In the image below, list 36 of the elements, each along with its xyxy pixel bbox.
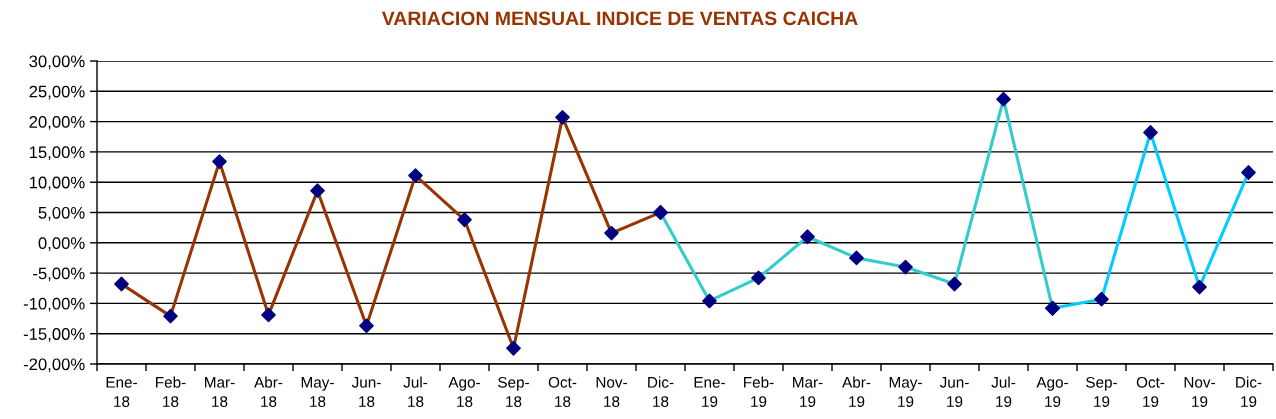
- x-tick-label: Jul- 18: [403, 376, 428, 407]
- y-tick-label: 20,00%: [29, 116, 85, 130]
- y-tick-label: 25,00%: [29, 85, 85, 100]
- x-tick-label: Ago- 19: [1036, 377, 1068, 407]
- y-tick-label: 5,00%: [38, 206, 85, 221]
- x-tick-label: Dic- 19: [1236, 376, 1262, 407]
- x-tick-label: Oct- 19: [1136, 376, 1165, 407]
- x-tick-label: Oct- 18: [548, 376, 577, 407]
- y-tick-label: 10,00%: [29, 176, 85, 191]
- y-tick-label: -5,00%: [33, 267, 85, 282]
- x-tick-label: Mar- 19: [793, 377, 823, 407]
- x-tick-label: May- 18: [301, 377, 334, 407]
- x-tick-label: Abr- 18: [254, 376, 283, 407]
- x-tick-label: Dic- 18: [648, 376, 674, 407]
- x-tick-label: Jun- 19: [939, 377, 969, 407]
- x-tick-label: Nov- 18: [596, 377, 627, 407]
- y-tick-label: -15,00%: [23, 328, 85, 342]
- x-tick-label: Ene- 19: [694, 377, 725, 407]
- x-tick-label: Jun- 18: [351, 377, 381, 407]
- x-tick-label: Mar- 18: [205, 377, 235, 407]
- x-tick-label: Sep- 19: [1086, 376, 1117, 407]
- y-tick-label: 30,00%: [29, 55, 85, 70]
- y-tick-label: 15,00%: [29, 146, 85, 161]
- x-tick-label: Jul- 19: [991, 376, 1016, 407]
- x-tick-label: Feb- 19: [744, 376, 774, 407]
- y-tick-label: -20,00%: [23, 358, 85, 373]
- x-tick-label: Abr- 19: [842, 376, 871, 407]
- x-tick-label: Ago- 18: [448, 377, 480, 407]
- x-tick-label: Nov- 19: [1184, 377, 1215, 407]
- chart-title: VARIACION MENSUAL INDICE DE VENTAS CAICHA: [381, 11, 858, 26]
- y-tick-label: 0,00%: [38, 237, 85, 251]
- y-tick-label: -10,00%: [23, 297, 85, 312]
- x-tick-label: May- 19: [889, 377, 922, 407]
- x-tick-label: Feb- 18: [156, 376, 186, 407]
- x-tick-label: Ene- 18: [106, 377, 137, 407]
- x-tick-label: Sep- 18: [498, 376, 529, 407]
